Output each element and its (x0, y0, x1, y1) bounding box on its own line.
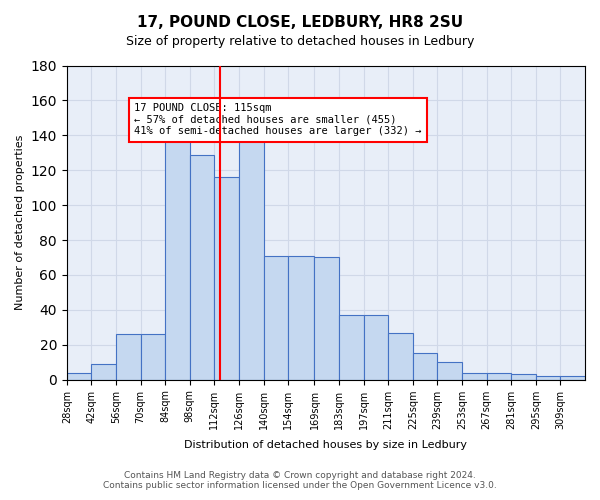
Bar (263, 256, 288, 380)
Y-axis label: Number of detached properties: Number of detached properties (15, 135, 25, 310)
Bar (116, 334, 140, 380)
Bar (91, 364, 116, 380)
Bar (190, 154, 214, 380)
Bar (239, 136, 263, 380)
Bar (413, 354, 437, 380)
Bar (388, 332, 413, 380)
Bar (511, 374, 536, 380)
Bar (437, 362, 462, 380)
Bar (560, 376, 585, 380)
Bar (462, 372, 487, 380)
Bar (288, 256, 314, 380)
Bar (536, 376, 560, 380)
Bar (339, 315, 364, 380)
Bar (67, 372, 91, 380)
Bar (314, 258, 339, 380)
Text: Contains HM Land Registry data © Crown copyright and database right 2024.
Contai: Contains HM Land Registry data © Crown c… (103, 470, 497, 490)
Bar (364, 315, 388, 380)
Bar (140, 334, 165, 380)
Bar (165, 125, 190, 380)
Text: 17 POUND CLOSE: 115sqm
← 57% of detached houses are smaller (455)
41% of semi-de: 17 POUND CLOSE: 115sqm ← 57% of detached… (134, 103, 422, 136)
X-axis label: Distribution of detached houses by size in Ledbury: Distribution of detached houses by size … (184, 440, 467, 450)
Bar (487, 372, 511, 380)
Text: 17, POUND CLOSE, LEDBURY, HR8 2SU: 17, POUND CLOSE, LEDBURY, HR8 2SU (137, 15, 463, 30)
Bar (214, 177, 239, 380)
Text: Size of property relative to detached houses in Ledbury: Size of property relative to detached ho… (126, 35, 474, 48)
